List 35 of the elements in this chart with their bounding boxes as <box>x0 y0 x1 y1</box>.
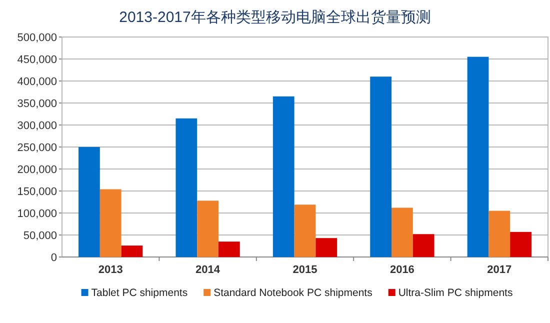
y-tick-label: 250,000 <box>17 142 57 154</box>
x-tick-label: 2017 <box>487 264 512 276</box>
legend-label: Tablet PC shipments <box>91 287 188 299</box>
x-tick-label: 2015 <box>292 264 318 276</box>
bar <box>412 234 434 257</box>
y-tick-label: 450,000 <box>17 54 57 66</box>
y-tick-label: 400,000 <box>17 76 57 88</box>
y-tick-label: 200,000 <box>17 164 57 176</box>
y-tick-label: 300,000 <box>17 120 57 132</box>
bar <box>392 208 413 257</box>
y-tick-label: 50,000 <box>23 230 57 242</box>
bar <box>197 200 218 257</box>
bar <box>294 204 316 257</box>
bar <box>488 210 510 257</box>
x-tick-label: 2016 <box>390 264 414 276</box>
bar <box>510 232 532 257</box>
bar <box>100 189 122 257</box>
bar <box>370 76 392 257</box>
y-tick-label: 150,000 <box>17 186 57 198</box>
legend-label: Standard Notebook PC shipments <box>214 287 372 299</box>
bar <box>176 118 198 257</box>
bar <box>78 147 100 257</box>
y-tick-label: 500,000 <box>17 32 57 44</box>
bar <box>467 56 489 257</box>
chart-title: 2013-2017年各种类型移动电脑全球出货量预测 <box>119 9 431 26</box>
bar <box>218 242 240 257</box>
y-tick-label: 100,000 <box>17 208 57 220</box>
bar <box>316 238 338 257</box>
y-tick-label: 350,000 <box>17 98 57 110</box>
x-tick-label: 2014 <box>196 264 221 276</box>
bar <box>272 96 294 257</box>
bar <box>121 246 143 257</box>
x-tick-label: 2013 <box>98 264 123 276</box>
y-tick-label: 0 <box>50 252 57 264</box>
legend-label: Ultra-Slim PC shipments <box>398 287 513 299</box>
